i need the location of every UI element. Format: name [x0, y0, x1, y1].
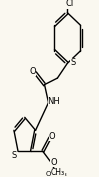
Text: S: S [70, 58, 75, 67]
Text: O–CH₃: O–CH₃ [46, 171, 68, 177]
Text: O: O [49, 132, 56, 141]
Text: CH₃: CH₃ [51, 168, 65, 177]
Text: Cl: Cl [66, 0, 74, 8]
Text: NH: NH [48, 97, 60, 106]
Text: O: O [29, 67, 36, 76]
Text: O: O [50, 158, 57, 167]
Text: S: S [11, 151, 17, 160]
